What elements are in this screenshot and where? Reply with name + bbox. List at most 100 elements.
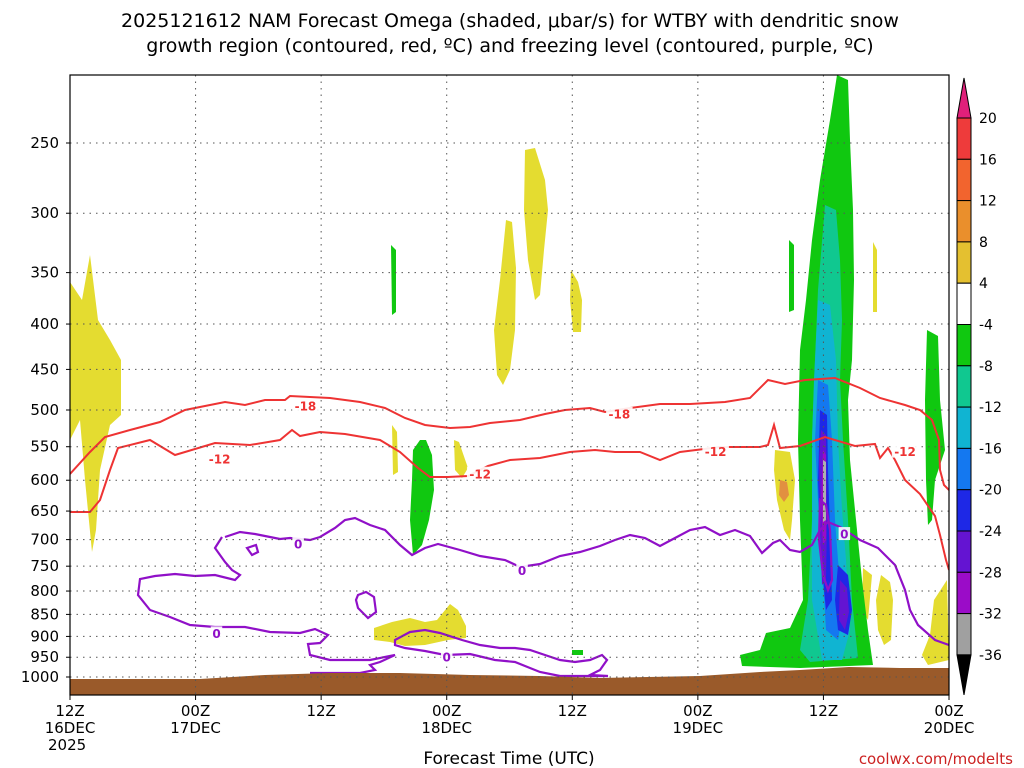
y-tick-label: 400 <box>30 315 59 333</box>
omega-patch <box>524 148 548 300</box>
colorbar-label: -24 <box>979 524 1002 540</box>
contour-zero-upper-left <box>136 536 396 675</box>
y-tick-label: 650 <box>30 502 59 520</box>
colorbar-label: -16 <box>979 441 1002 457</box>
contour-zero-lower <box>393 628 609 678</box>
x-tick-label: 00Z <box>934 702 963 720</box>
colorbar-box <box>956 530 972 573</box>
y-tick-label: 750 <box>30 557 59 575</box>
y-tick-label: 550 <box>30 438 59 456</box>
colorbar-label: -12 <box>979 400 1002 416</box>
chart-title-line-2: growth region (contoured, red, ºC) and f… <box>146 35 873 57</box>
x-tick-label: 19DEC <box>673 719 724 737</box>
y-tick-label: 900 <box>30 627 59 645</box>
omega-patch <box>70 255 121 552</box>
y-tick-label: 700 <box>30 531 59 549</box>
contour-zero-blob-mid <box>354 590 378 620</box>
contour-label: 0 <box>294 537 302 551</box>
contour-label-bg <box>702 444 729 458</box>
dgz-contours <box>70 376 949 571</box>
contour-labels: -18 -12 -12 -18 -12 -12 0 0 0 0 0 <box>206 399 919 665</box>
x-tick-label: 16DEC <box>45 719 96 737</box>
colorbar-box <box>956 117 972 160</box>
contour-zero-core <box>817 497 834 594</box>
colorbar-box <box>956 571 972 615</box>
omega-patch <box>873 242 877 312</box>
colorbar-box <box>956 200 972 243</box>
x-tick-label: 12Z <box>558 702 587 720</box>
y-tick-label: 1000 <box>21 668 59 686</box>
colorbar-box <box>956 324 972 367</box>
colorbar-label: -4 <box>979 318 993 334</box>
y-axis: 250 300 350 400 450 500 550 600 650 700 750 800 850 9… <box>21 134 70 686</box>
contour-label: -12 <box>705 445 727 459</box>
contour-label: 0 <box>518 564 526 578</box>
colorbar-box <box>956 406 972 449</box>
omega-patch <box>570 270 582 332</box>
chart-title-line-1: 2025121612 NAM Forecast Omega (shaded, μ… <box>121 10 899 32</box>
colorbar-bottom-arrow <box>956 654 972 695</box>
colorbar-box <box>956 447 972 491</box>
plot-area: -18 -12 -12 -18 -12 -12 0 0 0 0 0 <box>70 75 949 695</box>
y-tick-label: 600 <box>30 471 59 489</box>
x-tick-label: 12Z <box>55 702 84 720</box>
x-tick-label: 20DEC <box>924 719 975 737</box>
contour-label-bg <box>210 626 223 640</box>
omega-patch <box>454 440 468 478</box>
contour-label-bg <box>516 563 528 577</box>
x-axis-label: Forecast Time (UTC) <box>423 749 594 768</box>
y-tick-label: 450 <box>30 360 59 378</box>
contour-label-bg <box>606 406 633 420</box>
colorbar-box <box>956 158 972 202</box>
contour-minus12 <box>70 421 949 571</box>
omega-patch <box>374 604 466 646</box>
colorbar-label: 20 <box>979 111 997 127</box>
y-tick-label: 800 <box>30 582 59 600</box>
omega-patch <box>839 580 849 630</box>
omega-patch <box>391 245 396 315</box>
y-tick-label: 850 <box>30 605 59 623</box>
colorbar-box <box>956 489 972 532</box>
omega-patch <box>410 440 434 555</box>
x-tick-label: 12Z <box>809 702 838 720</box>
colorbar-label: -8 <box>979 359 993 375</box>
x-tick-label: 17DEC <box>170 719 221 737</box>
contour-label: -18 <box>295 400 317 414</box>
y-tick-label: 250 <box>30 134 59 152</box>
colorbar-label: -36 <box>979 648 1002 664</box>
colorbar-label: 8 <box>979 235 988 251</box>
colorbar-box <box>956 241 972 284</box>
contour-label-bg <box>891 444 919 458</box>
colorbar-label: 4 <box>979 276 988 292</box>
x-tick-label: 18DEC <box>421 719 472 737</box>
omega-patch <box>494 220 516 385</box>
x-tick-label: 00Z <box>432 702 461 720</box>
y-tick-label: 300 <box>30 204 59 222</box>
contour-label: -12 <box>209 453 231 467</box>
x-tick-label: 00Z <box>181 702 210 720</box>
contour-label: 0 <box>212 627 220 641</box>
x-tick-label: 00Z <box>683 702 712 720</box>
omega-patch <box>572 650 583 655</box>
colorbar-label: -32 <box>979 607 1002 623</box>
colorbar-label: 12 <box>979 194 997 210</box>
x-tick-label: 2025 <box>48 736 86 754</box>
x-tick-label: 12Z <box>306 702 335 720</box>
colorbar-top-arrow <box>956 77 972 119</box>
colorbar-box <box>956 365 972 408</box>
y-tick-label: 350 <box>30 264 59 282</box>
credit-text: coolwx.com/modelts <box>859 750 1013 768</box>
contour-label: -18 <box>609 407 631 421</box>
contour-label-bg <box>440 650 453 664</box>
contour-label: -12 <box>894 445 916 459</box>
omega-patch <box>789 240 794 312</box>
colorbar-box <box>956 282 972 326</box>
terrain <box>70 667 949 695</box>
contour-label-bg <box>292 399 319 413</box>
contour-label-bg <box>206 452 233 466</box>
contour-label-bg <box>466 466 494 480</box>
contour-label: 0 <box>443 651 451 665</box>
colorbar: 20 16 12 8 4 -4 -8 -12 -16 -20 -24 -28 -32 -36 <box>956 77 1002 695</box>
